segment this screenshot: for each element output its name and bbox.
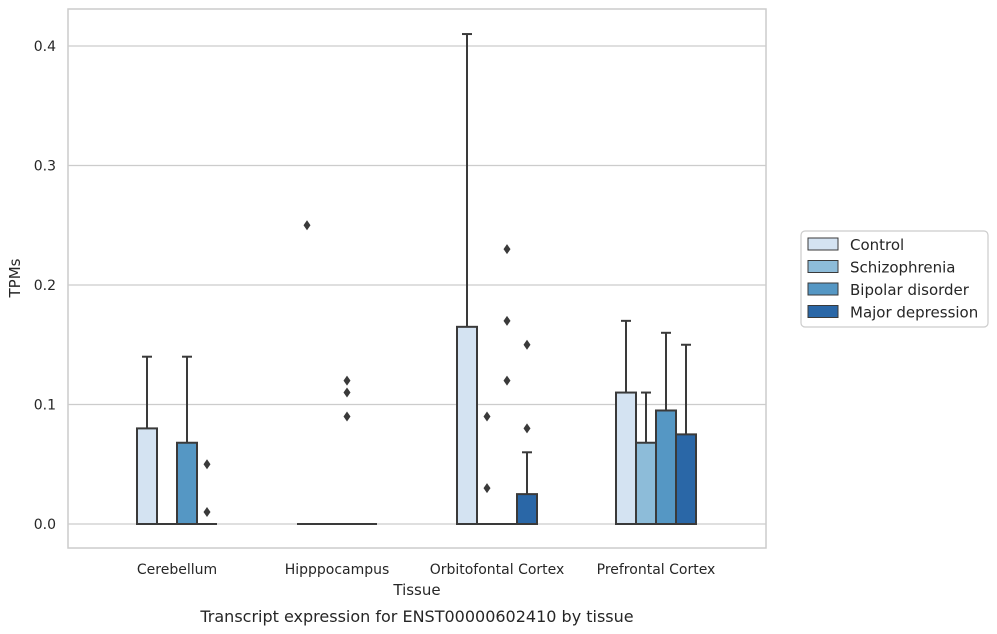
y-axis-ticks: 0.0 0.1 0.2 0.3 0.4 <box>34 39 56 533</box>
bar <box>635 441 657 525</box>
outlier-point <box>523 339 531 350</box>
y-axis-label: TPMs <box>6 258 24 298</box>
legend: Control Schizophrenia Bipolar disorder Majo… <box>800 230 989 328</box>
legend-label: Schizophrenia <box>850 259 955 277</box>
y-tick-label: 0.2 <box>34 278 56 294</box>
plot-border <box>67 8 767 549</box>
outlier-point <box>503 244 511 255</box>
x-axis-ticks: Cerebellum Hipppocampus Orbitofontal Corte… <box>137 562 715 578</box>
x-tick-label: Orbitofontal Cortex <box>430 562 565 578</box>
legend-swatch <box>807 237 839 251</box>
plot-frame <box>67 8 767 549</box>
category-group <box>615 319 697 526</box>
y-tick-label: 0.3 <box>34 159 56 175</box>
bar <box>136 427 158 525</box>
legend-label: Major depression <box>850 304 978 322</box>
y-tick-label: 0.0 <box>34 517 56 533</box>
bar-groups <box>136 33 697 526</box>
outlier-point <box>483 483 491 494</box>
legend-box <box>800 230 989 328</box>
outlier-point <box>203 459 211 470</box>
category-group <box>136 355 217 525</box>
bar <box>675 433 697 525</box>
legend-swatch <box>807 260 839 273</box>
legend-swatch <box>807 282 839 296</box>
category-group <box>456 33 538 526</box>
outlier-point <box>503 375 511 386</box>
bar <box>176 441 198 525</box>
outlier-point <box>343 387 351 398</box>
bar <box>655 409 677 526</box>
bar <box>615 391 637 525</box>
legend-label: Bipolar disorder <box>850 281 970 299</box>
outlier-point <box>343 375 351 386</box>
outlier-point <box>503 315 511 326</box>
outlier-point <box>343 411 351 422</box>
x-tick-label: Hipppocampus <box>285 562 390 578</box>
y-tick-label: 0.1 <box>34 398 56 414</box>
x-tick-label: Prefrontal Cortex <box>597 562 716 578</box>
bar <box>516 493 538 525</box>
x-tick-label: Cerebellum <box>137 562 217 578</box>
outlier-point <box>303 220 311 231</box>
x-axis-label: Tissue <box>392 581 440 599</box>
outlier-point <box>203 507 211 518</box>
y-tick-label: 0.4 <box>34 39 56 55</box>
outlier-point <box>523 423 531 434</box>
bar <box>456 325 478 526</box>
category-group <box>297 220 377 525</box>
legend-label: Control <box>850 236 904 254</box>
chart-caption: Transcript expression for ENST0000060241… <box>199 607 633 626</box>
legend-swatch <box>807 305 839 318</box>
outlier-point <box>483 411 491 422</box>
